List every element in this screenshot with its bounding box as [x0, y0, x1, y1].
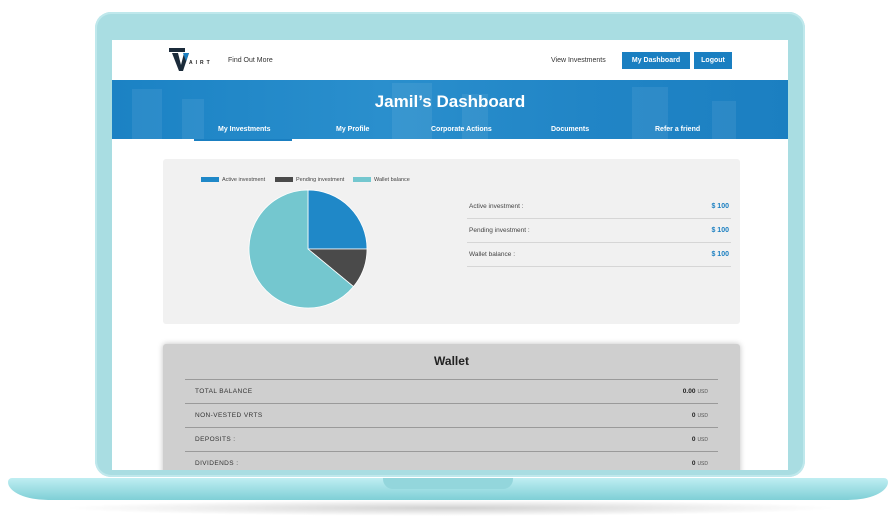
wallet-row-value: 0 USD: [692, 436, 708, 443]
wallet-unit: USD: [697, 389, 708, 395]
summary-label: Active investment :: [469, 203, 524, 210]
summary-value: $ 100: [711, 203, 729, 210]
wallet-row-label: NON-VESTED VRTS: [195, 412, 263, 419]
logo-text: AIRT: [189, 60, 213, 66]
tab-documents[interactable]: Documents: [551, 126, 590, 133]
summary-label: Wallet balance :: [469, 251, 516, 258]
wallet-row-label: DIVIDENDS :: [195, 460, 239, 467]
tab-corporate-actions[interactable]: Corporate Actions: [431, 126, 492, 133]
wallet-row-value: 0 USD: [692, 412, 708, 419]
wallet-row-value: 0 USD: [692, 460, 708, 467]
legend-swatch: [275, 177, 293, 183]
laptop-shadow: [60, 500, 840, 516]
top-nav: AIRT Find Out More View Investments My D…: [112, 40, 788, 80]
tab-my-profile[interactable]: My Profile: [336, 126, 370, 133]
banner-building: [462, 94, 488, 139]
legend-item-active: Active investment: [201, 177, 265, 183]
wallet-row-dividends: DIVIDENDS : 0 USD: [185, 451, 718, 470]
legend-item-wallet: Wallet balance: [353, 177, 410, 183]
page-title: Jamil’s Dashboard: [374, 92, 526, 111]
legend-label: Pending investment: [296, 177, 345, 183]
wallet-title: Wallet: [434, 354, 469, 368]
summary-value: $ 100: [711, 227, 729, 234]
wallet-row-value: 0.00 USD: [683, 388, 708, 395]
laptop-base: [8, 478, 888, 500]
summary-row-wallet: Wallet balance : $ 100: [467, 243, 731, 267]
wallet-row-label: DEPOSITS :: [195, 436, 236, 443]
wallet-amount: 0: [691, 412, 696, 419]
wallet-row-label: TOTAL BALANCE: [195, 388, 253, 395]
wallet-unit: USD: [697, 413, 708, 419]
investment-pie-chart: [248, 189, 368, 309]
wallet-amount: 0: [691, 460, 696, 467]
legend-label: Active investment: [222, 177, 266, 183]
banner-building: [712, 101, 736, 139]
banner-building: [132, 89, 162, 139]
laptop-screen: AIRT Find Out More View Investments My D…: [112, 40, 788, 470]
legend-swatch: [201, 177, 219, 183]
active-tab-indicator: [194, 139, 292, 141]
summary-row-pending: Pending investment : $ 100: [467, 219, 731, 243]
logout-button[interactable]: Logout: [694, 52, 732, 69]
laptop-notch: [383, 478, 513, 489]
tab-my-investments[interactable]: My Investments: [218, 126, 271, 133]
summary-label: Pending investment :: [469, 227, 530, 234]
wallet-row-non-vested: NON-VESTED VRTS 0 USD: [185, 403, 718, 427]
legend-label: Wallet balance: [374, 177, 410, 183]
dashboard-banner: Jamil’s Dashboard: [112, 80, 788, 139]
wallet-row-total-balance: TOTAL BALANCE 0.00 USD: [185, 379, 718, 403]
find-out-more-link[interactable]: Find Out More: [228, 57, 273, 64]
my-dashboard-button[interactable]: My Dashboard: [622, 52, 690, 69]
investment-panel: Active investment Pending investment Wal…: [163, 159, 740, 324]
legend-swatch: [353, 177, 371, 183]
wallet-unit: USD: [697, 461, 708, 467]
logo[interactable]: AIRT: [169, 48, 210, 72]
pie-slice-active: [307, 189, 368, 250]
wallet-row-deposits: DEPOSITS : 0 USD: [185, 427, 718, 451]
legend-item-pending: Pending investment: [275, 177, 344, 183]
banner-building: [632, 87, 668, 139]
tab-refer-a-friend[interactable]: Refer a friend: [655, 126, 701, 133]
wallet-unit: USD: [697, 437, 708, 443]
wallet-panel: Wallet TOTAL BALANCE 0.00 USD NON-VESTED …: [163, 344, 740, 470]
wallet-amount: 0: [691, 436, 696, 443]
logo-mark-icon: [169, 48, 189, 71]
banner-building: [182, 99, 204, 139]
wallet-amount: 0.00: [682, 388, 696, 395]
summary-row-active: Active investment : $ 100: [467, 195, 731, 219]
banner-building: [392, 83, 432, 139]
summary-value: $ 100: [711, 251, 729, 258]
pie-slice-wallet: [248, 189, 355, 309]
view-investments-link[interactable]: View Investments: [551, 57, 606, 64]
